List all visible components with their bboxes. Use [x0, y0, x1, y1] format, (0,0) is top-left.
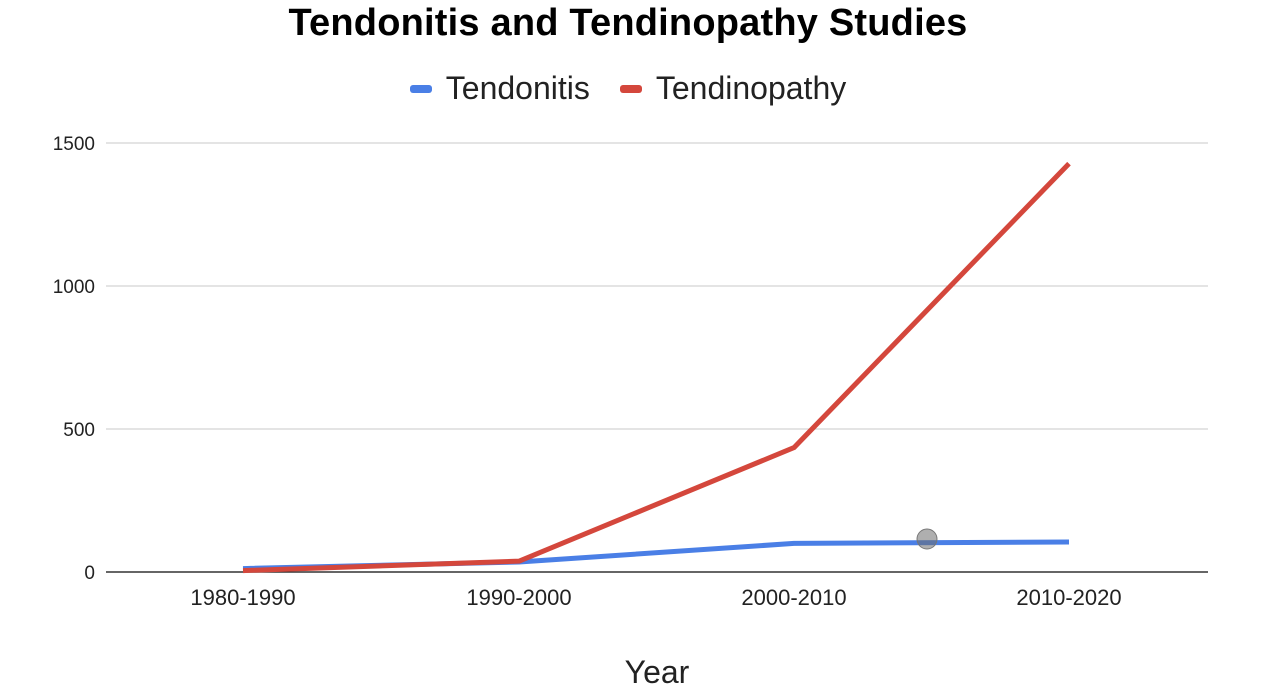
legend-swatch-tendonitis: [409, 84, 432, 93]
legend-label-tendinopathy: Tendinopathy: [655, 70, 847, 106]
x-tick-label-1990-2000: 1990-2000: [466, 585, 571, 610]
x-axis-label: Year: [624, 654, 690, 690]
legend: Tendonitis Tendinopathy: [0, 70, 1256, 107]
legend-item-tendonitis[interactable]: Tendonitis: [409, 70, 590, 107]
y-tick-label-0: 0: [84, 563, 95, 584]
x-tick-label-2000-2010: 2000-2010: [741, 585, 846, 610]
x-tick-label-1980-1990: 1980-1990: [190, 585, 295, 610]
chart-title: Tendonitis and Tendinopathy Studies: [288, 2, 968, 44]
y-tick-label-1000: 1000: [53, 277, 95, 298]
legend-item-tendinopathy[interactable]: Tendinopathy: [619, 70, 847, 107]
legend-label-tendonitis: Tendonitis: [445, 70, 590, 106]
hover-cursor-indicator: [916, 528, 938, 550]
y-tick-label-500: 500: [63, 420, 95, 441]
series-line-tendinopathy[interactable]: [242, 161, 1071, 574]
x-tick-label-2010-2020: 2010-2020: [1016, 585, 1121, 610]
legend-swatch-tendinopathy: [619, 84, 642, 93]
y-tick-label-1500: 1500: [53, 134, 95, 155]
